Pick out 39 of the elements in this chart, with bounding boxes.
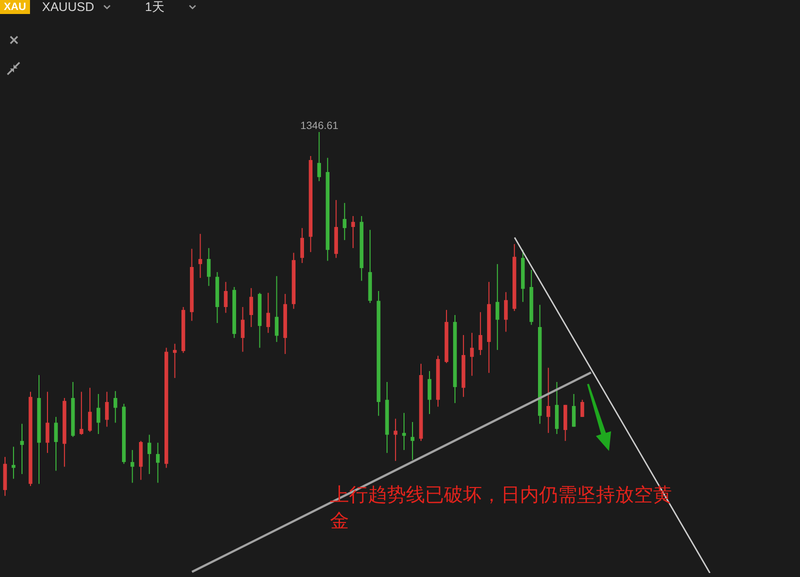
ticker-badge-icon: XAU <box>0 0 30 14</box>
chart-title: XAUUSD <box>42 0 94 14</box>
candlestick <box>317 132 321 182</box>
candlestick <box>342 202 346 241</box>
candlestick <box>147 434 152 475</box>
candlestick <box>156 442 160 484</box>
annotation: 1346.61 <box>300 120 338 132</box>
candlestick <box>580 399 584 418</box>
candlestick <box>54 416 58 472</box>
candlestick <box>249 288 254 328</box>
candlestick <box>572 393 576 428</box>
candlestick <box>496 264 500 350</box>
chart-subtitle: 1天 <box>145 0 165 14</box>
candlestick <box>206 248 211 286</box>
candlestick <box>402 412 406 451</box>
candlestick <box>546 367 550 434</box>
candlestick <box>80 391 84 436</box>
candlestick <box>240 306 245 352</box>
candlestick <box>266 292 270 334</box>
candlestick <box>274 276 279 342</box>
candlestick <box>12 446 16 480</box>
candlestick <box>20 423 24 475</box>
candlestick <box>96 393 100 435</box>
candlestick <box>46 391 50 454</box>
candlestick <box>130 450 134 484</box>
candlestick <box>198 233 202 278</box>
candlestick <box>394 418 398 462</box>
candlestick <box>224 281 228 314</box>
candlestick <box>478 312 482 356</box>
candlestick <box>300 228 304 264</box>
candlestick <box>105 391 109 428</box>
candlestick <box>504 292 508 332</box>
candlestick <box>172 343 177 378</box>
candlestick <box>410 422 414 460</box>
candlestick <box>88 387 92 432</box>
candlestick <box>114 390 118 424</box>
candlestick <box>428 370 432 414</box>
candlestick <box>351 216 355 249</box>
candlestick <box>470 332 474 376</box>
